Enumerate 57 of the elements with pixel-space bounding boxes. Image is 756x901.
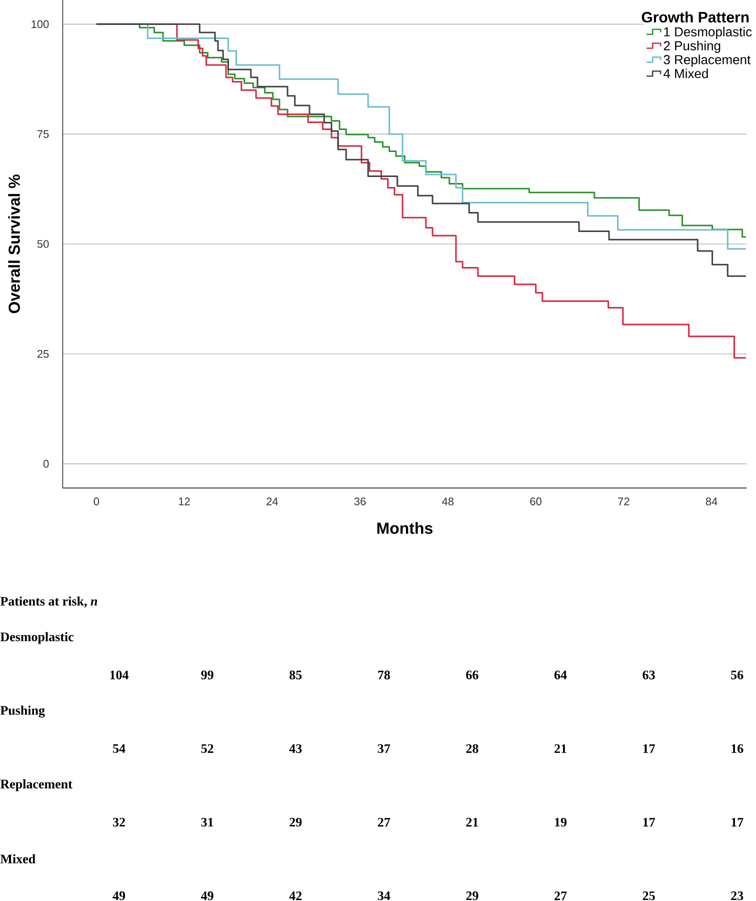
text: 49: [200, 891, 214, 900]
text: 17: [643, 744, 655, 753]
legend-label: 4 Mixed: [664, 68, 708, 78]
text: 78: [378, 670, 390, 680]
x-axis-title: Months: [377, 522, 432, 534]
text: 17: [643, 818, 655, 826]
text: 85: [290, 670, 302, 680]
legend-label: 2 Pushing: [664, 40, 720, 53]
text: Patients at risk, n: [0, 596, 98, 608]
x-tick-label: 60: [530, 498, 542, 506]
text: 56: [731, 670, 744, 680]
text: 29: [290, 818, 302, 827]
text: Desmoplastic: [0, 632, 74, 644]
text: 43: [289, 744, 302, 753]
text: Mixed: [0, 854, 36, 864]
text: 23: [731, 891, 744, 900]
text: Replacement: [0, 779, 72, 792]
text: 64: [554, 670, 567, 680]
text: 52: [201, 744, 214, 753]
legend-label: 3 Replacement: [664, 54, 751, 67]
text: Pushing: [0, 706, 45, 718]
text: 31: [201, 818, 214, 827]
x-tick-label: 12: [178, 498, 190, 506]
y-tick-label: 25: [37, 350, 49, 358]
text: 21: [554, 744, 566, 753]
text: 42: [289, 891, 302, 900]
text: 37: [378, 744, 390, 753]
x-tick-label: 72: [618, 498, 630, 506]
legend-title: Growth Pattern: [642, 12, 749, 23]
text: 19: [555, 818, 567, 827]
y-tick-label: 75: [37, 130, 49, 138]
x-tick-label: 0: [94, 498, 100, 506]
text: 34: [378, 891, 390, 900]
text: 54: [113, 744, 126, 753]
text: 66: [466, 670, 478, 680]
text: 49: [112, 891, 126, 900]
text: 21: [466, 818, 478, 826]
legend-label: 1 Desmoplastic: [664, 26, 752, 39]
text: 29: [466, 891, 478, 900]
x-tick-label: 24: [266, 498, 278, 506]
y-axis-title: Overall Survival %: [8, 174, 20, 314]
y-tick-label: 50: [37, 240, 49, 248]
y-tick-label: 100: [32, 20, 49, 28]
text: 27: [554, 891, 567, 900]
text: 99: [201, 670, 214, 680]
text: 16: [732, 744, 744, 753]
text: 25: [642, 891, 655, 900]
x-tick-label: 84: [706, 498, 718, 506]
x-tick-label: 48: [442, 498, 454, 506]
text: 17: [732, 818, 744, 826]
text: 28: [466, 744, 478, 753]
text: 32: [112, 818, 125, 827]
text: 27: [378, 818, 390, 826]
text: 104: [110, 670, 129, 680]
x-tick-label: 36: [354, 498, 366, 506]
y-tick-label: 0: [43, 460, 49, 468]
text: 63: [642, 670, 655, 680]
